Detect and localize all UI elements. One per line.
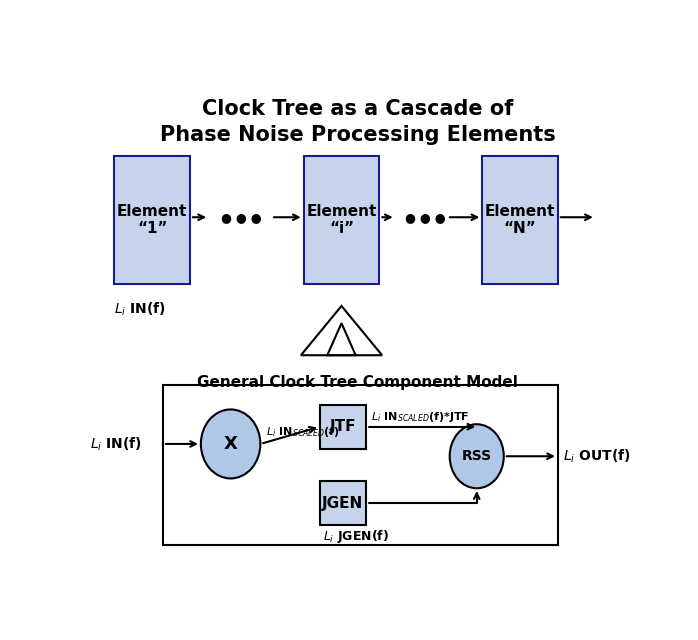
- Text: JTF: JTF: [329, 419, 356, 434]
- Text: ● ● ●: ● ● ●: [405, 211, 445, 224]
- Text: Clock Tree as a Cascade of
Phase Noise Processing Elements: Clock Tree as a Cascade of Phase Noise P…: [160, 99, 556, 145]
- Text: X: X: [223, 435, 237, 453]
- Text: General Clock Tree Component Model: General Clock Tree Component Model: [198, 375, 518, 390]
- Text: $L_i$ IN(f): $L_i$ IN(f): [114, 301, 166, 319]
- Text: $L_i$ IN(f): $L_i$ IN(f): [90, 435, 142, 452]
- Text: $L_i$ OUT(f): $L_i$ OUT(f): [563, 447, 631, 465]
- FancyBboxPatch shape: [304, 156, 380, 284]
- Text: Element
“1”: Element “1”: [117, 204, 187, 236]
- Text: Element
“N”: Element “N”: [485, 204, 555, 236]
- FancyBboxPatch shape: [163, 385, 558, 545]
- Text: $L_i$ JGEN(f): $L_i$ JGEN(f): [322, 528, 389, 545]
- Text: Element
“i”: Element “i”: [306, 204, 377, 236]
- FancyBboxPatch shape: [320, 404, 366, 449]
- FancyBboxPatch shape: [482, 156, 558, 284]
- Text: $L_i$ IN$_{SCALED}$(f)*JTF: $L_i$ IN$_{SCALED}$(f)*JTF: [371, 410, 470, 424]
- Text: $L_i$ IN$_{SCALED}$(f): $L_i$ IN$_{SCALED}$(f): [266, 425, 339, 439]
- FancyBboxPatch shape: [320, 481, 366, 525]
- Text: RSS: RSS: [461, 449, 492, 463]
- Ellipse shape: [450, 424, 504, 488]
- Ellipse shape: [201, 410, 260, 479]
- FancyBboxPatch shape: [114, 156, 190, 284]
- Text: ● ● ●: ● ● ●: [221, 211, 262, 224]
- Text: JGEN: JGEN: [322, 495, 364, 511]
